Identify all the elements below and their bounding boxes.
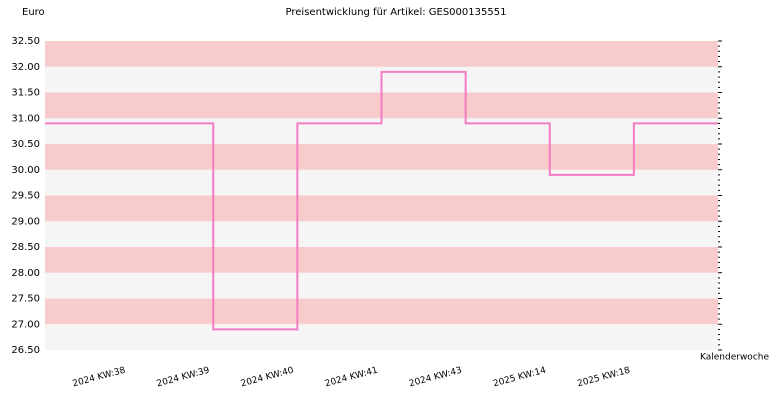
price-line (45, 70, 718, 331)
x-tick-label: 2024 KW:43 (408, 366, 463, 390)
band (45, 195, 718, 222)
x-tick-label: 2025 KW:18 (576, 366, 631, 390)
y-tick-label: 29.00 (11, 216, 40, 227)
y-tick-label: 29.50 (11, 191, 40, 202)
chart-title: Preisentwicklung für Artikel: GES0001355… (286, 7, 507, 18)
band (45, 144, 718, 170)
y-tick-label: 32.50 (11, 36, 40, 47)
x-tick-label: 2024 KW:38 (72, 366, 127, 390)
y-tick-label: 31.00 (11, 113, 40, 124)
band (45, 221, 718, 247)
y-tick-label: 32.00 (11, 62, 40, 73)
band (45, 298, 718, 325)
y-tick-label: 30.50 (11, 139, 40, 150)
band (45, 324, 718, 350)
y-axis-label: Euro (22, 7, 45, 18)
x-tick-label: 2024 KW:39 (156, 366, 211, 390)
y-tick-label: 31.50 (11, 88, 40, 99)
y-tick-label: 30.00 (11, 165, 40, 176)
x-tick-label: 2024 KW:41 (324, 366, 379, 390)
y-tick-label: 27.00 (11, 319, 40, 330)
y-tick-label: 28.00 (11, 268, 40, 279)
band (45, 41, 718, 67)
x-tick-label: 2024 KW:40 (240, 366, 295, 390)
x-tick-label: 2025 KW:14 (492, 366, 547, 390)
y-tick-label: 27.50 (11, 294, 40, 305)
y-tick-label: 28.50 (11, 242, 40, 253)
band (45, 169, 718, 196)
band (45, 272, 718, 299)
x-axis-label: Kalenderwoche (700, 353, 769, 363)
band (45, 247, 718, 273)
y-tick-label: 26.50 (11, 345, 40, 356)
